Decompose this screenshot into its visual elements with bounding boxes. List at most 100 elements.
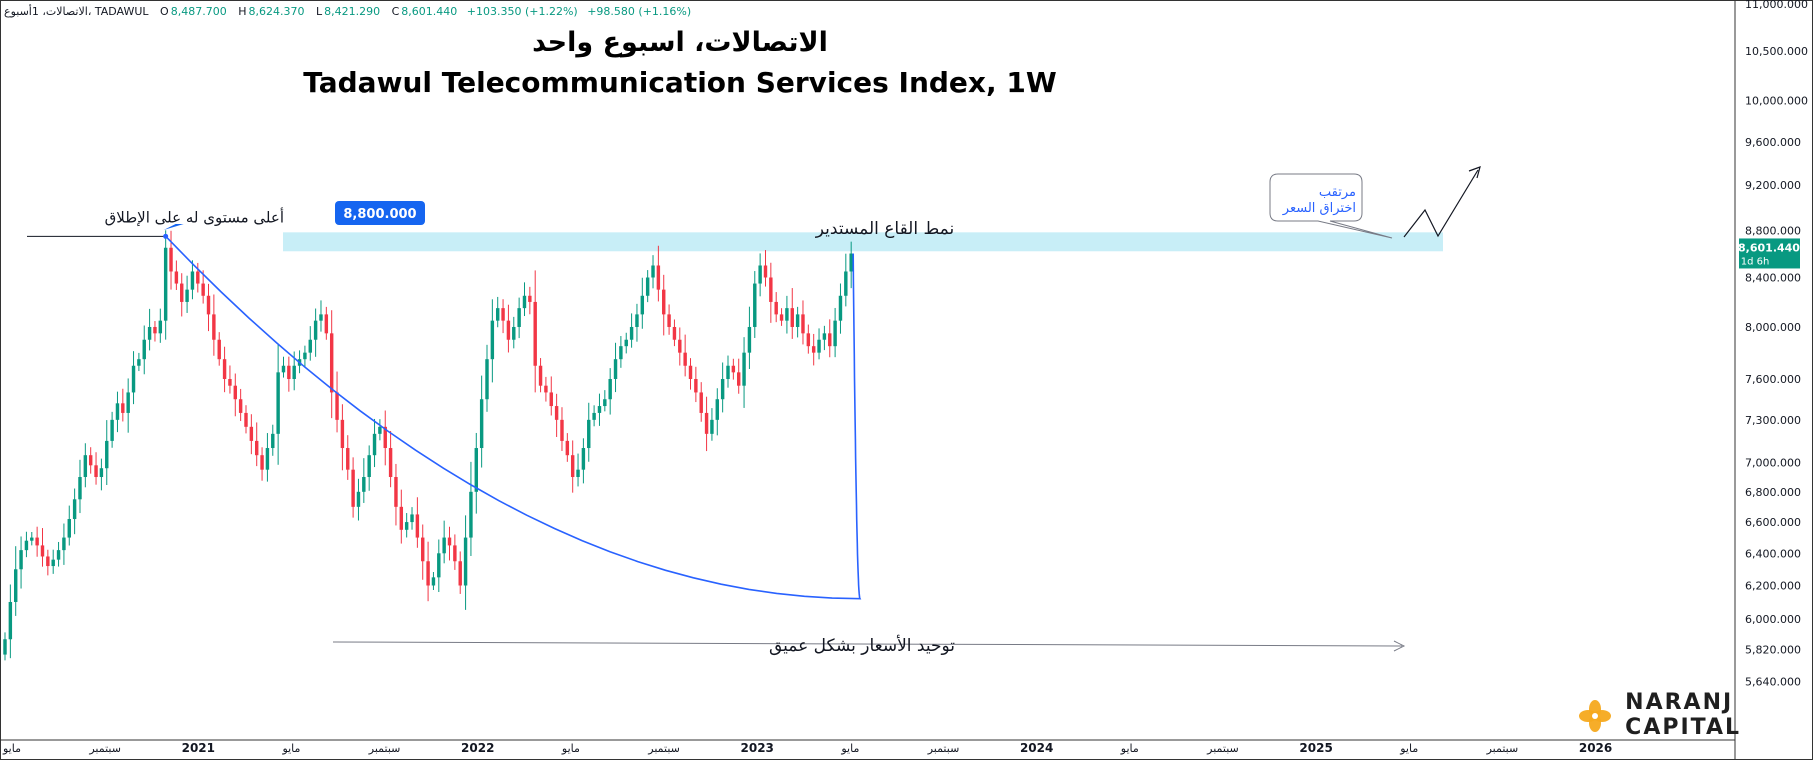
x-tick-label: سبتمبر bbox=[1206, 742, 1239, 755]
candle-body bbox=[228, 379, 232, 386]
candle-body bbox=[645, 277, 650, 296]
x-tick-label: سبتمبر bbox=[88, 742, 121, 755]
y-tick-label: 5,820.000 bbox=[1745, 644, 1801, 657]
open-value: 8,487.700 bbox=[170, 5, 227, 18]
candle-body bbox=[185, 289, 189, 302]
candle-body bbox=[249, 426, 254, 441]
logo-petal bbox=[1589, 700, 1601, 718]
candle-body bbox=[190, 271, 195, 290]
candle-body bbox=[180, 283, 184, 302]
y-tick-label: 9,600.000 bbox=[1745, 136, 1801, 149]
candle-body bbox=[292, 365, 296, 380]
candle-body bbox=[35, 537, 39, 546]
candle-body bbox=[174, 271, 179, 284]
candle-body bbox=[603, 399, 607, 407]
candle-body bbox=[287, 365, 291, 380]
candle-body bbox=[774, 301, 778, 315]
candle-body bbox=[426, 561, 430, 586]
candle-body bbox=[56, 550, 61, 560]
candle-body bbox=[662, 289, 666, 315]
x-tick-label: 2024 bbox=[1020, 741, 1053, 755]
candle-body bbox=[517, 308, 521, 327]
candles-group bbox=[3, 230, 853, 661]
candle-body bbox=[758, 265, 762, 284]
x-tick-label: سبتمبر bbox=[927, 742, 960, 755]
candle-body bbox=[410, 514, 414, 523]
x-tick-label: سبتمبر bbox=[368, 742, 401, 755]
candle-body bbox=[163, 247, 168, 321]
candle-body bbox=[822, 333, 827, 340]
candle-body bbox=[849, 253, 853, 272]
candle-body bbox=[13, 569, 18, 602]
resistance-zone bbox=[283, 232, 1443, 252]
candle-body bbox=[528, 295, 532, 302]
candle-body bbox=[453, 545, 457, 562]
y-tick-label: 5,640.000 bbox=[1745, 676, 1801, 689]
candle-body bbox=[597, 406, 602, 413]
candle-body bbox=[276, 372, 280, 434]
candle-body bbox=[560, 419, 564, 441]
candle-body bbox=[495, 308, 500, 321]
candle-body bbox=[78, 477, 82, 500]
candle-body bbox=[501, 308, 505, 321]
candle-body bbox=[635, 314, 639, 327]
candle-body bbox=[72, 499, 77, 520]
candle-body bbox=[753, 283, 757, 327]
candle-body bbox=[308, 339, 312, 353]
candle-body bbox=[469, 491, 473, 538]
candle-body bbox=[533, 301, 537, 366]
y-tick-label: 6,800.000 bbox=[1745, 486, 1801, 499]
candle-body bbox=[463, 537, 468, 586]
candle-body bbox=[351, 469, 355, 507]
projection-arrow-head bbox=[1468, 166, 1481, 179]
candle-body bbox=[576, 469, 580, 478]
x-tick-label: مايو bbox=[1399, 742, 1418, 755]
candle-body bbox=[105, 440, 109, 469]
low-value: 8,421.290 bbox=[324, 5, 381, 18]
x-tick-label: مايو bbox=[840, 742, 859, 755]
candle-body bbox=[726, 365, 730, 380]
candle-body bbox=[62, 537, 66, 551]
candle-body bbox=[512, 326, 516, 340]
candle-body bbox=[388, 448, 393, 478]
candle-body bbox=[838, 295, 843, 321]
candle-body bbox=[694, 379, 698, 393]
candle-body bbox=[8, 601, 13, 640]
logo-line-1: NARANJ bbox=[1625, 690, 1734, 715]
candle-body bbox=[217, 339, 221, 360]
candle-body bbox=[88, 455, 93, 466]
open-label: O bbox=[160, 5, 169, 18]
candle-body bbox=[303, 352, 307, 360]
x-tick-label: 2025 bbox=[1299, 741, 1332, 755]
candle-body bbox=[678, 339, 682, 353]
last-price-countdown: 1d 6h bbox=[1741, 256, 1770, 267]
candle-body bbox=[415, 514, 420, 538]
x-tick-label: مايو bbox=[1120, 742, 1139, 755]
consolidation-label: توحيد الأسعار بشكل عميق bbox=[769, 635, 955, 656]
last-price-tag bbox=[1739, 238, 1800, 269]
candle-body bbox=[115, 403, 120, 420]
candle-body bbox=[742, 352, 746, 386]
candle-body bbox=[137, 359, 141, 366]
candle-body bbox=[624, 339, 628, 347]
candle-body bbox=[319, 314, 323, 321]
y-tick-label: 10,000.000 bbox=[1745, 95, 1808, 108]
candle-body bbox=[233, 385, 238, 400]
close-label: C bbox=[391, 5, 400, 18]
candle-body bbox=[281, 365, 286, 373]
candle-body bbox=[378, 426, 382, 434]
y-tick-label: 7,600.000 bbox=[1745, 373, 1801, 386]
candle-body bbox=[817, 339, 821, 353]
candle-body bbox=[431, 577, 436, 586]
candle-body bbox=[474, 448, 479, 492]
candle-body bbox=[629, 326, 634, 340]
x-tick-label: 2021 bbox=[182, 741, 215, 755]
candle-body bbox=[795, 314, 800, 327]
x-tick-label: مايو bbox=[2, 742, 21, 755]
low-label: L bbox=[315, 5, 323, 18]
projection-path bbox=[1403, 169, 1479, 238]
candle-body bbox=[656, 265, 661, 290]
x-tick-label: مايو bbox=[281, 742, 300, 755]
